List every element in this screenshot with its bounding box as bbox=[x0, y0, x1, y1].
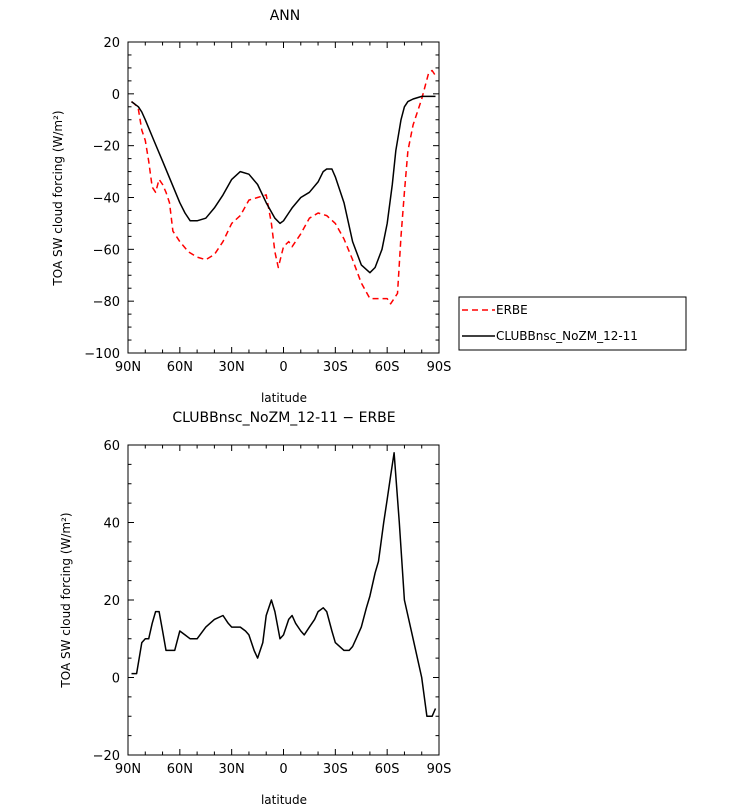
legend: ERBE CLUBBnsc_NoZM_12-11 bbox=[458, 296, 687, 351]
top-x-tick-label: 90S bbox=[427, 360, 452, 375]
top-ticks-group: 90N 60N 30N 0 30S 60S 90S 20 0 −20 −40 −60 −80 −100 bbox=[84, 36, 451, 375]
top-y-tick-label: −60 bbox=[93, 243, 120, 258]
bottom-plot-frame bbox=[127, 444, 440, 756]
top-y-axis-label: TOA SW cloud forcing (W/m²) bbox=[51, 110, 65, 286]
top-x-tick-label: 30N bbox=[219, 360, 245, 375]
top-x-tick-label: 30S bbox=[323, 360, 348, 375]
bottom-x-axis-label: latitude bbox=[261, 793, 307, 807]
top-x-tick-label: 60N bbox=[167, 360, 193, 375]
top-x-tick-label: 90N bbox=[115, 360, 141, 375]
top-plot-frame bbox=[127, 41, 440, 354]
bottom-chart-title: CLUBBnsc_NoZM_12-11 − ERBE bbox=[172, 410, 395, 426]
bottom-panel: CLUBBnsc_NoZM_12-11 − ERBE TOA SW cloud … bbox=[59, 410, 451, 807]
bottom-y-tick-label: 20 bbox=[103, 594, 120, 609]
top-y-tick-label: −40 bbox=[93, 192, 120, 207]
top-y-tick-label: 0 bbox=[112, 88, 120, 103]
bottom-series-group bbox=[131, 452, 437, 718]
bottom-y-tick-label: 60 bbox=[103, 439, 120, 454]
top-series-group bbox=[131, 69, 437, 305]
top-series-line-erbe bbox=[131, 69, 437, 305]
bottom-x-tick-label: 60S bbox=[375, 762, 400, 777]
legend-box bbox=[458, 296, 687, 351]
bottom-y-axis-label: TOA SW cloud forcing (W/m²) bbox=[59, 512, 73, 688]
bottom-x-tick-label: 30N bbox=[219, 762, 245, 777]
top-y-tick-label: 20 bbox=[103, 36, 120, 51]
top-y-tick-label: −20 bbox=[93, 140, 120, 155]
bottom-y-tick-label: −20 bbox=[93, 749, 120, 764]
legend-label-clubb: CLUBBnsc_NoZM_12-11 bbox=[496, 329, 638, 343]
bottom-x-tick-label: 90S bbox=[427, 762, 452, 777]
bottom-x-tick-label: 60N bbox=[167, 762, 193, 777]
top-chart-title: ANN bbox=[270, 8, 301, 24]
bottom-x-tick-label: 90N bbox=[115, 762, 141, 777]
top-y-tick-label: −80 bbox=[93, 295, 120, 310]
top-series-line-clubbnsc-nozm-12-11 bbox=[131, 95, 436, 274]
bottom-series-line-difference bbox=[131, 452, 437, 718]
top-x-tick-label: 0 bbox=[279, 360, 287, 375]
top-x-tick-label: 60S bbox=[375, 360, 400, 375]
bottom-y-tick-label: 0 bbox=[112, 672, 120, 687]
top-x-axis-label: latitude bbox=[261, 391, 307, 405]
bottom-y-tick-label: 40 bbox=[103, 517, 120, 532]
top-y-tick-label: −100 bbox=[84, 347, 120, 362]
bottom-x-tick-label: 30S bbox=[323, 762, 348, 777]
bottom-x-tick-label: 0 bbox=[279, 762, 287, 777]
top-panel: ANN TOA SW cloud forcing (W/m²) latitude… bbox=[51, 8, 687, 405]
legend-label-erbe: ERBE bbox=[496, 303, 528, 317]
